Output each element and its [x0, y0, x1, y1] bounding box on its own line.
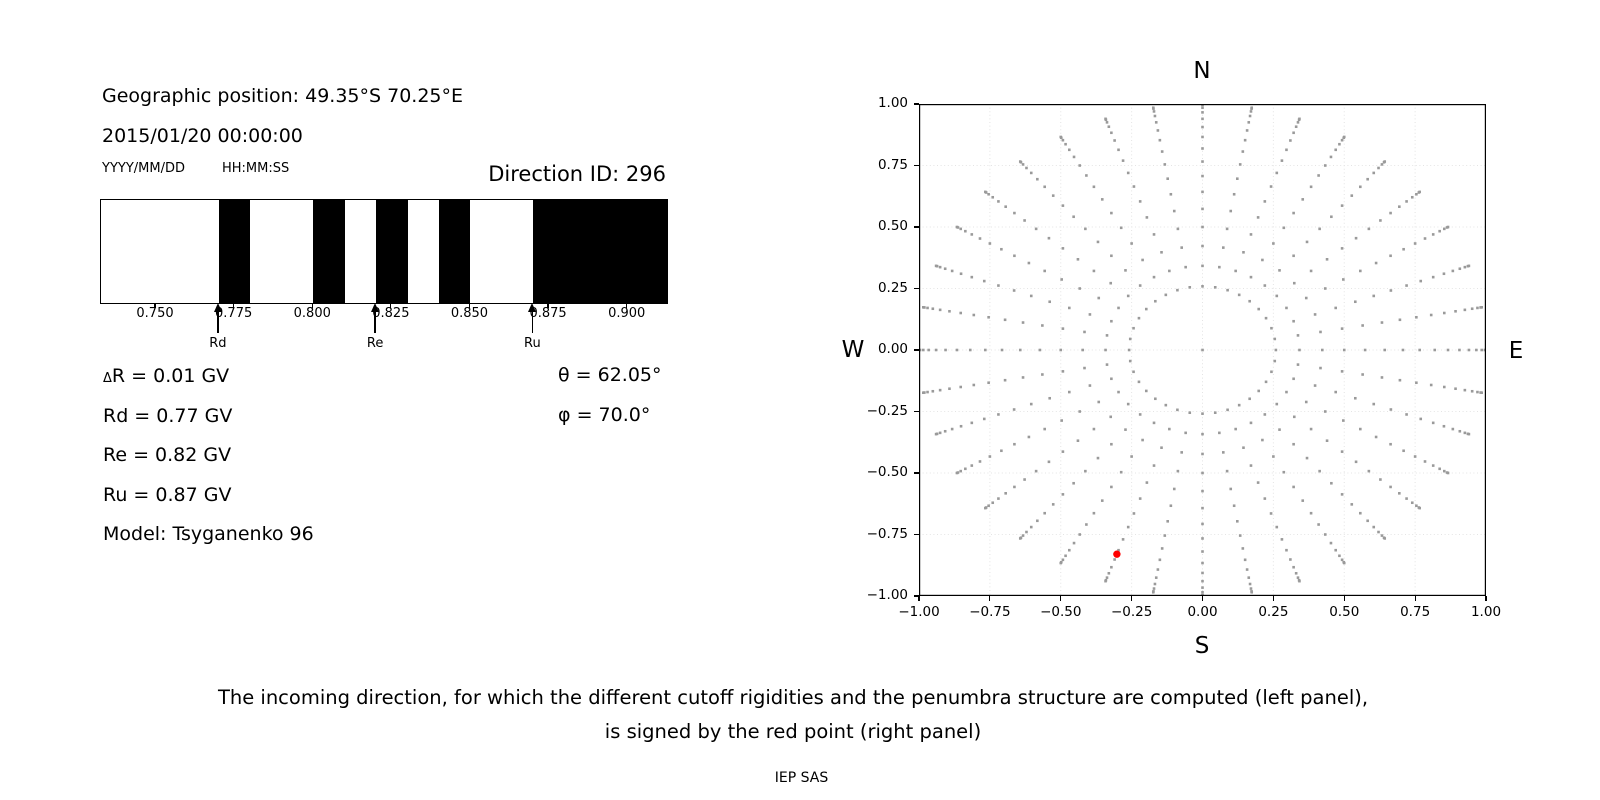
scatter-x-tick-label: −0.50: [1040, 604, 1082, 620]
date-format-hint: YYYY/MM/DD: [102, 161, 185, 176]
penumbra-tick-label: 0.775: [215, 306, 253, 321]
cutoff-arrow-head: [371, 303, 380, 312]
scatter-x-tick: [1485, 596, 1487, 601]
direction-scatter-plot: [919, 104, 1486, 596]
penumbra-band: [313, 200, 345, 303]
scatter-y-tick-label: 0.00: [877, 341, 908, 357]
cutoff-arrow-head: [528, 303, 537, 312]
scatter-x-tick: [989, 596, 991, 601]
direction-id-text: Direction ID: 296: [488, 162, 666, 186]
scatter-plot-border: [919, 104, 1486, 596]
penumbra-tick-label: 0.850: [450, 306, 489, 321]
delta-symbol: Δ: [103, 371, 112, 386]
scatter-y-tick-label: −0.75: [866, 525, 908, 542]
info-row: Ru = 0.87 GV: [103, 483, 232, 506]
cutoff-arrow-label: Re: [366, 336, 384, 351]
scatter-x-tick-label: 0.00: [1187, 604, 1218, 620]
penumbra-tick: [626, 303, 628, 308]
scatter-x-tick-label: 1.00: [1470, 604, 1502, 620]
scatter-y-tick: [914, 595, 919, 597]
scatter-x-tick-label: −0.25: [1110, 604, 1153, 620]
scatter-x-tick-label: 0.75: [1400, 604, 1431, 620]
penumbra-tick-label: 0.900: [608, 306, 646, 321]
scatter-y-tick-label: −0.50: [866, 464, 908, 480]
scatter-x-tick: [918, 596, 920, 601]
caption-line-1: The incoming direction, for which the di…: [217, 686, 1369, 709]
cutoff-arrow-head: [213, 303, 222, 312]
cutoff-arrow-line: [531, 310, 533, 333]
penumbra-tick-label: 0.875: [529, 306, 567, 321]
scatter-x-tick: [1272, 596, 1274, 601]
penumbra-tick: [311, 303, 313, 308]
scatter-x-tick: [1343, 596, 1345, 601]
compass-label-west: W: [841, 337, 865, 363]
scatter-y-tick-label: −0.25: [866, 402, 908, 419]
penumbra-tick: [547, 303, 549, 308]
geographic-position-text: Geographic position: 49.35°S 70.25°E: [102, 85, 464, 107]
penumbra-tick-label: 0.750: [136, 306, 174, 321]
angle-row: φ = 70.0°: [558, 404, 651, 426]
red-point-marker: [1113, 550, 1121, 558]
scatter-y-tick-label: 0.25: [877, 279, 908, 296]
scatter-x-tick-label: −1.00: [898, 604, 940, 620]
cutoff-arrow-label: Rd: [209, 336, 227, 351]
cutoff-arrow-line: [217, 310, 219, 333]
penumbra-tick: [390, 303, 392, 308]
scatter-y-tick: [914, 410, 919, 413]
info-row: ΔR = 0.01 GV: [103, 365, 230, 387]
scatter-y-tick: [914, 349, 919, 351]
compass-label-south: S: [1194, 633, 1210, 659]
cutoff-arrow-label: Ru: [524, 336, 541, 351]
scatter-y-tick: [914, 226, 919, 228]
penumbra-band: [218, 200, 251, 303]
scatter-y-tick-label: 1.00: [877, 95, 908, 111]
scatter-x-tick-label: 0.25: [1258, 604, 1289, 620]
penumbra-band: [376, 200, 408, 303]
scatter-y-tick: [914, 533, 919, 536]
scatter-x-tick: [1201, 596, 1204, 601]
scatter-x-tick: [1060, 596, 1062, 601]
penumbra-tick-label: 0.825: [372, 306, 410, 321]
penumbra-band: [439, 200, 471, 303]
scatter-y-tick: [914, 103, 919, 105]
penumbra-tick-label: 0.800: [293, 306, 331, 321]
credit-text: IEP SAS: [774, 770, 829, 786]
scatter-y-tick-label: 0.75: [877, 156, 908, 173]
scatter-x-tick-label: 0.50: [1329, 604, 1360, 620]
compass-label-east: E: [1508, 338, 1524, 364]
cutoff-arrow-line: [374, 310, 376, 333]
scatter-y-tick: [914, 287, 919, 290]
penumbra-tick: [233, 303, 235, 308]
scatter-x-tick: [1131, 596, 1133, 601]
scatter-y-tick: [914, 472, 919, 474]
compass-label-north: N: [1193, 58, 1211, 84]
angle-row: θ = 62.05°: [558, 364, 662, 386]
penumbra-plot: [100, 199, 668, 304]
info-row: Rd = 0.77 GV: [103, 404, 233, 427]
direction-grid-dots: [919, 104, 1486, 596]
scatter-x-tick-label: −0.75: [969, 604, 1011, 620]
scatter-y-tick-label: −1.00: [866, 587, 908, 603]
info-row: Model: Tsyganenko 96: [103, 523, 314, 546]
penumbra-tick: [154, 303, 156, 308]
scatter-y-tick: [914, 164, 919, 167]
scatter-x-tick: [1414, 596, 1416, 601]
datetime-text: 2015/01/20 00:00:00: [102, 125, 303, 147]
info-row: Re = 0.82 GV: [103, 444, 232, 467]
caption-line-2: is signed by the red point (right panel): [604, 720, 982, 743]
scatter-y-tick-label: 0.50: [877, 218, 908, 234]
time-format-hint: HH:MM:SS: [222, 161, 290, 176]
penumbra-tick: [468, 303, 471, 308]
penumbra-band: [533, 200, 667, 303]
